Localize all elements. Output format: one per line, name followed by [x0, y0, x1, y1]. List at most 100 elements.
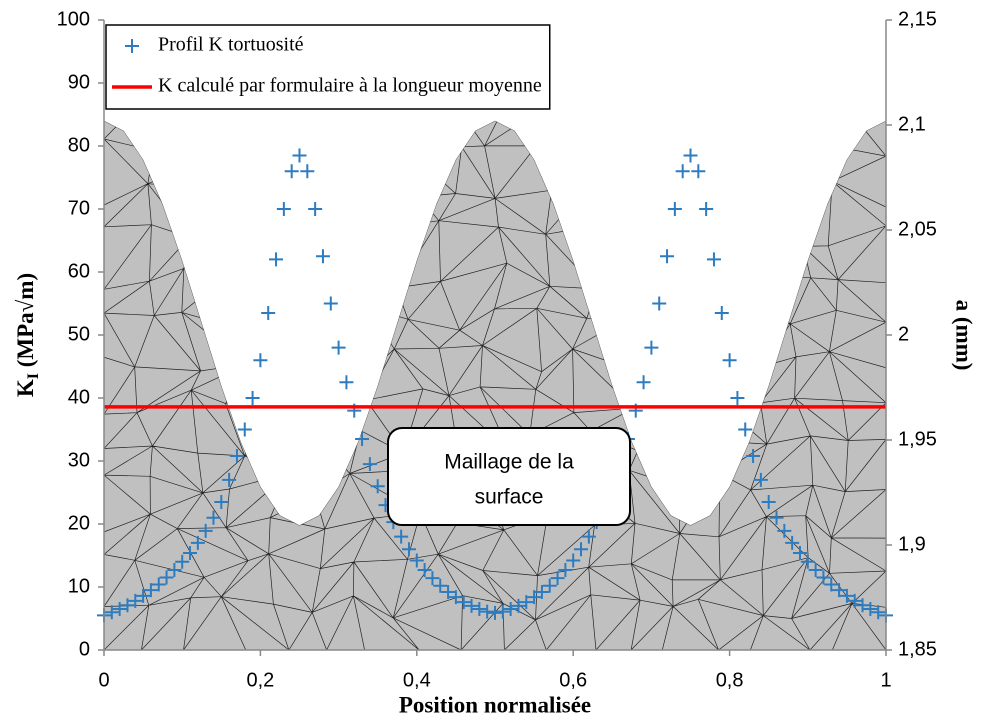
marker — [480, 604, 495, 619]
marker — [112, 602, 127, 617]
marker — [300, 164, 315, 179]
y2-axis-title: a (mm) — [952, 300, 977, 371]
y2-tick-label: 2 — [898, 323, 909, 345]
marker — [503, 602, 518, 617]
marker — [769, 510, 784, 525]
marker — [425, 571, 440, 586]
marker — [644, 340, 659, 355]
marker — [245, 391, 260, 405]
y-tick-label: 30 — [68, 449, 90, 471]
marker — [269, 252, 284, 267]
marker — [777, 523, 792, 538]
marker — [519, 595, 534, 610]
marker — [417, 562, 432, 577]
annotation-box — [387, 427, 631, 526]
marker — [433, 578, 448, 593]
marker — [308, 202, 323, 216]
marker — [785, 535, 800, 550]
x-tick-label: 1 — [880, 669, 891, 691]
marker — [292, 148, 307, 163]
marker — [566, 553, 581, 568]
marker — [143, 583, 158, 598]
marker — [276, 202, 291, 216]
marker — [323, 296, 338, 311]
y2-tick-label: 1,95 — [898, 428, 937, 450]
marker — [527, 590, 542, 605]
x-tick-label: 0 — [98, 669, 109, 691]
annotation-text: Maillage de la — [444, 451, 574, 474]
marker — [488, 605, 502, 620]
marker — [229, 448, 244, 463]
marker — [339, 375, 354, 390]
marker — [401, 542, 416, 557]
marker — [198, 523, 213, 538]
marker — [746, 448, 761, 463]
marker — [691, 164, 706, 179]
y2-tick-label: 2,05 — [898, 218, 937, 240]
marker — [284, 164, 299, 179]
annotation-text: surface — [475, 486, 544, 509]
legend-label: Profil K tortuosité — [158, 34, 304, 56]
y2-tick-label: 2,15 — [898, 8, 937, 30]
marker — [738, 422, 753, 437]
marker — [190, 535, 205, 550]
marker — [699, 202, 714, 216]
marker — [636, 375, 651, 390]
marker — [800, 554, 815, 569]
marker — [315, 249, 330, 264]
marker — [667, 202, 682, 216]
y-tick-label: 60 — [68, 260, 90, 282]
marker — [206, 510, 221, 525]
x-tick-label: 0,2 — [246, 669, 274, 691]
marker — [652, 296, 667, 311]
marker — [237, 422, 252, 437]
marker — [792, 545, 807, 560]
marker — [863, 602, 878, 617]
y-tick-label: 90 — [68, 71, 90, 93]
legend-label: K calculé par formulaire à la longueur m… — [158, 75, 542, 97]
marker — [448, 590, 463, 605]
x-tick-label: 0,4 — [403, 669, 431, 691]
marker — [855, 598, 870, 613]
marker — [362, 457, 377, 472]
x-tick-label: 0,6 — [559, 669, 587, 691]
marker — [558, 562, 573, 577]
y-tick-label: 100 — [57, 8, 90, 30]
y-tick-label: 10 — [68, 575, 90, 597]
marker — [832, 583, 847, 598]
y-tick-label: 20 — [68, 512, 90, 534]
legend-marker — [125, 39, 139, 53]
marker — [495, 604, 510, 619]
marker — [355, 431, 370, 446]
marker — [159, 570, 174, 585]
x-tick-label: 0,8 — [716, 669, 744, 691]
marker — [730, 391, 745, 405]
y-axis-title-rest: (MPa√m) — [13, 273, 38, 373]
marker — [706, 252, 721, 267]
marker — [214, 494, 229, 509]
marker — [136, 588, 151, 603]
mesh-lines — [104, 120, 886, 651]
marker — [550, 571, 565, 586]
marker — [753, 472, 768, 487]
marker — [816, 570, 831, 585]
marker — [683, 148, 698, 163]
area — [104, 120, 886, 651]
y-tick-label: 50 — [68, 323, 90, 345]
marker — [660, 249, 675, 264]
marker — [839, 588, 854, 603]
marker — [824, 577, 839, 592]
marker — [261, 305, 276, 320]
marker — [441, 585, 456, 600]
marker — [464, 598, 479, 613]
y-tick-label: 70 — [68, 197, 90, 219]
marker — [167, 562, 182, 577]
y2-tick-label: 1,9 — [898, 533, 926, 555]
y-axis-title: KI (MPa√m) — [13, 273, 41, 397]
marker — [120, 598, 135, 613]
marker — [183, 545, 198, 560]
marker — [534, 585, 549, 600]
marker — [847, 593, 862, 608]
y-axis-title-sub: I — [25, 373, 42, 379]
